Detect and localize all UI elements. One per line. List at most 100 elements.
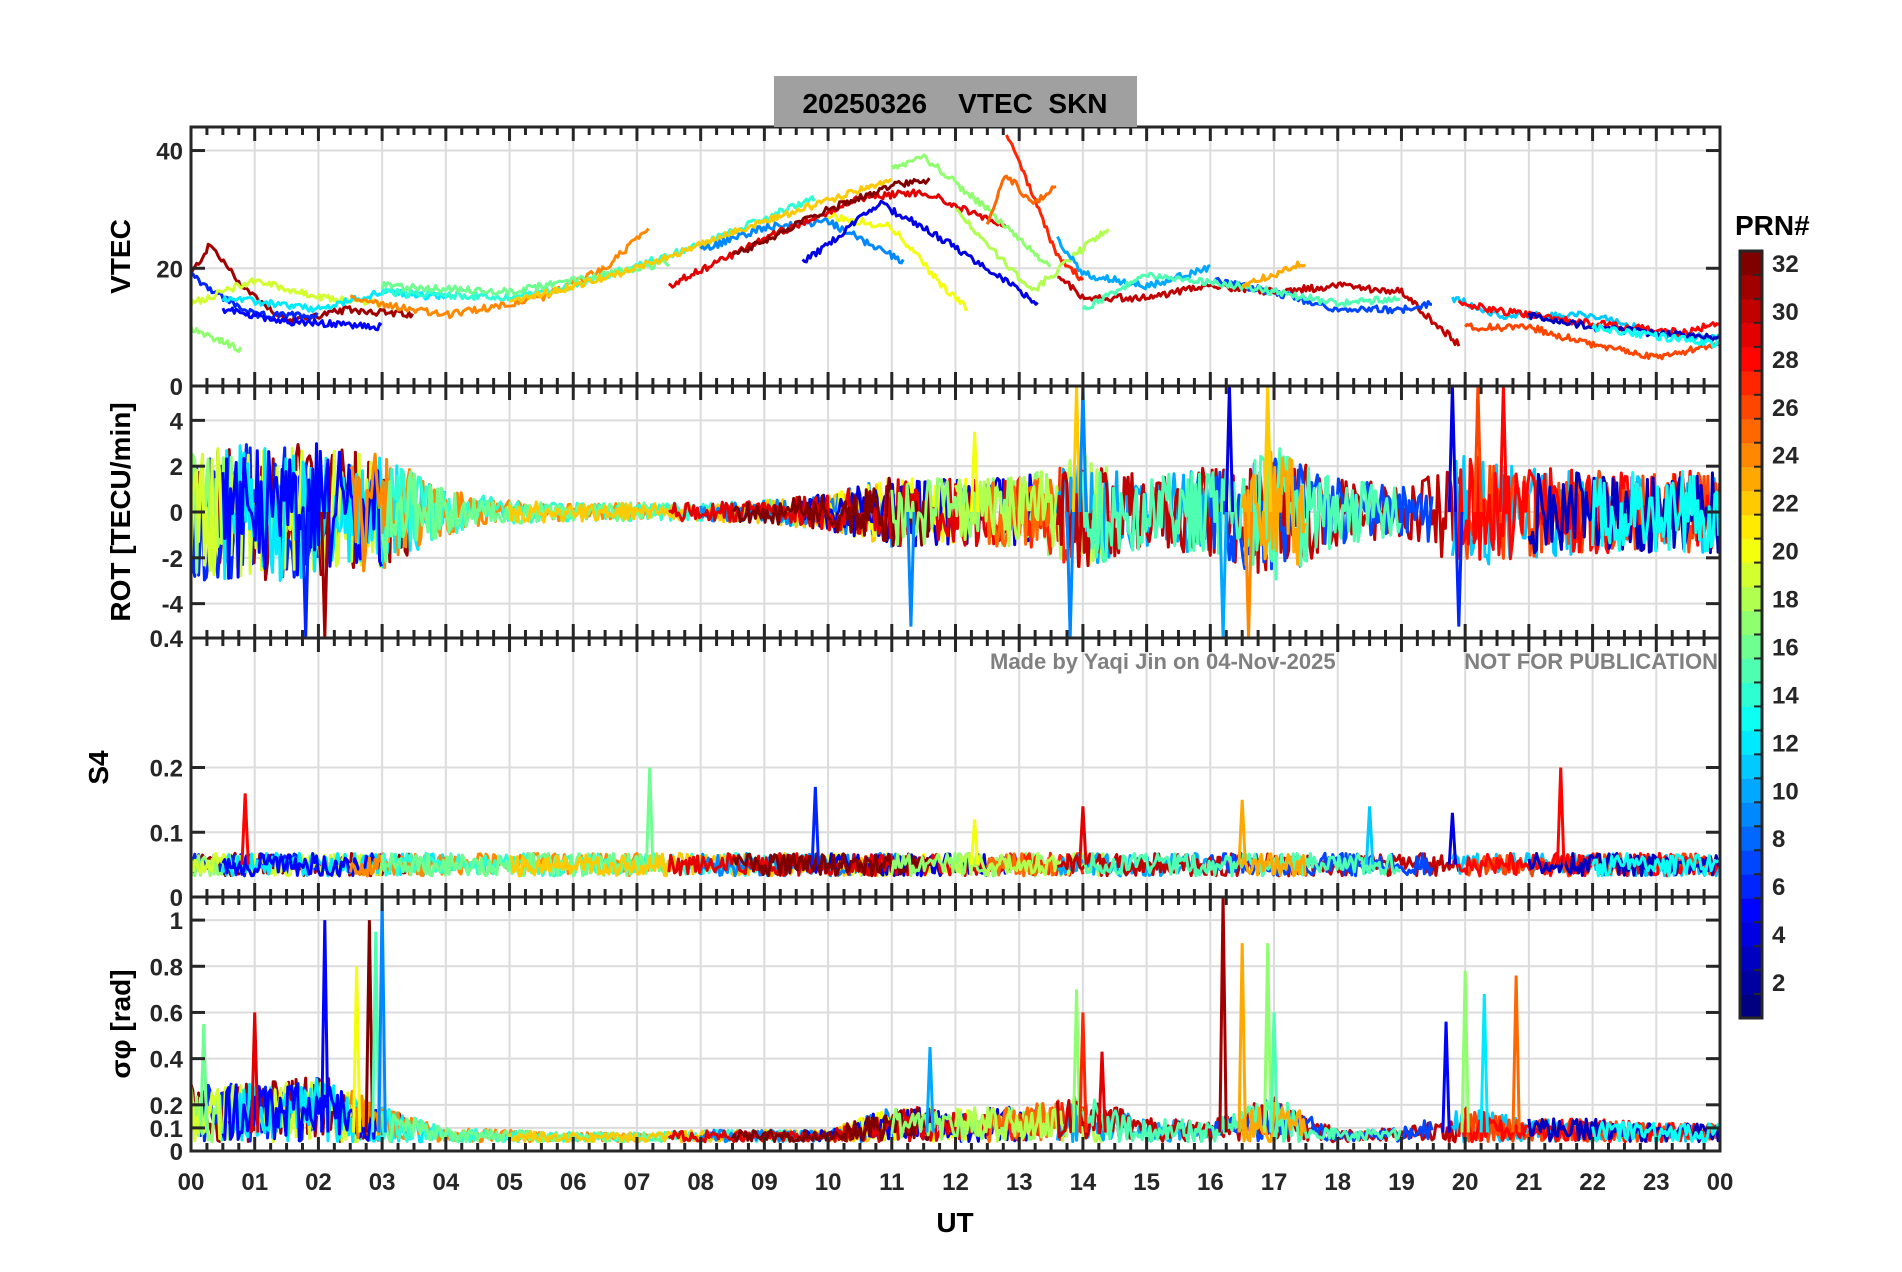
sigma-spike bbox=[371, 931, 381, 1133]
panel-frame-sigma bbox=[189, 895, 1722, 1153]
x-tick-label: 23 bbox=[1643, 1169, 1670, 1196]
s4-trace-prn29 bbox=[667, 851, 1006, 877]
x-tick-label: 10 bbox=[815, 1169, 842, 1196]
s4-spike bbox=[1237, 799, 1247, 865]
colorbar-segment-prn15 bbox=[1740, 658, 1762, 683]
vtec-trace-prn23 bbox=[1241, 260, 1307, 288]
vtec-trace-prn5 bbox=[221, 306, 383, 332]
x-tick-label: 11 bbox=[879, 1169, 904, 1196]
colorbar-segment-prn7 bbox=[1740, 850, 1762, 875]
vtec-trace-prn13 bbox=[1591, 323, 1720, 349]
colorbar-tick-label: 10 bbox=[1772, 778, 1799, 805]
x-axis-label: UT bbox=[936, 1207, 973, 1238]
x-tick-label: 15 bbox=[1133, 1169, 1160, 1196]
colorbar-segment-prn29 bbox=[1740, 322, 1762, 348]
y-tick-label: 0.4 bbox=[150, 626, 184, 653]
vtec-trace-prn4 bbox=[801, 199, 1039, 306]
colorbar-segment-prn11 bbox=[1740, 754, 1762, 779]
sigma-trace-prn15 bbox=[1081, 1097, 1402, 1144]
colorbar-segment-prn13 bbox=[1740, 706, 1762, 731]
colorbar-label: PRN# bbox=[1735, 210, 1810, 241]
vtec-trace-prn24 bbox=[349, 227, 650, 320]
rot-trace-prn13 bbox=[1591, 470, 1721, 553]
colorbar-tick-label: 4 bbox=[1772, 922, 1786, 949]
sigma-spike bbox=[199, 1023, 209, 1133]
colorbar-tick-label: 32 bbox=[1772, 251, 1799, 278]
vtec-trace-prn25 bbox=[985, 174, 1057, 225]
colorbar-segment-prn26 bbox=[1740, 394, 1762, 420]
colorbar-segment-prn27 bbox=[1740, 370, 1762, 396]
sigma-spike bbox=[1441, 1021, 1451, 1133]
y-axis-label-s4: S4 bbox=[83, 750, 114, 785]
sigma-spike bbox=[1269, 1012, 1279, 1133]
watermark-notice: NOT FOR PUBLICATION bbox=[1464, 649, 1718, 674]
x-tick-label: 13 bbox=[1006, 1169, 1033, 1196]
s4-trace-prn15 bbox=[1081, 851, 1401, 878]
sigma-spike bbox=[364, 920, 375, 1133]
colorbar-segment-prn31 bbox=[1740, 274, 1762, 300]
colorbar-segment-prn14 bbox=[1740, 682, 1762, 707]
vtec-trace-prn32 bbox=[732, 177, 931, 256]
vtec-trace-prn17 bbox=[890, 153, 1052, 268]
y-tick-label: 0.8 bbox=[150, 954, 183, 981]
y-tick-label: 0.2 bbox=[150, 756, 183, 783]
y-axis-label-vtec: VTEC bbox=[105, 219, 136, 294]
colorbar-tick-label: 6 bbox=[1772, 874, 1785, 901]
y-tick-label: 0.1 bbox=[150, 1116, 183, 1143]
sigma-spike bbox=[1237, 943, 1247, 1133]
rot-spike bbox=[906, 511, 916, 627]
x-tick-label: 16 bbox=[1197, 1169, 1224, 1196]
sigma-spike bbox=[1078, 1012, 1088, 1133]
x-tick-label: 12 bbox=[942, 1169, 969, 1196]
colorbar-tick-label: 16 bbox=[1772, 634, 1799, 661]
y-tick-label: 40 bbox=[156, 139, 183, 166]
colorbar-segment-prn24 bbox=[1740, 442, 1762, 468]
colorbar-segment-prn20 bbox=[1740, 538, 1762, 564]
y-axis-label-sigma: σφ [rad] bbox=[105, 969, 136, 1078]
colorbar-tick-label: 28 bbox=[1772, 347, 1799, 374]
colorbar-tick-label: 2 bbox=[1772, 970, 1785, 997]
colorbar-segment-prn18 bbox=[1740, 586, 1762, 612]
s4-trace-prn23 bbox=[1240, 852, 1307, 878]
colorbar-segment-prn5 bbox=[1740, 898, 1762, 923]
colorbar-tick-label: 26 bbox=[1772, 395, 1799, 422]
y-tick-label: 4 bbox=[170, 408, 184, 435]
colorbar-segment-prn12 bbox=[1740, 730, 1762, 755]
colorbar-segment-prn8 bbox=[1740, 826, 1762, 851]
sigma-spike bbox=[351, 966, 362, 1133]
colorbar-segment-prn2 bbox=[1740, 970, 1762, 995]
colorbar-segment-prn3 bbox=[1740, 946, 1762, 971]
y-tick-label: 0.1 bbox=[150, 820, 183, 847]
colorbar-tick-label: 22 bbox=[1772, 491, 1799, 518]
x-tick-label: 21 bbox=[1516, 1169, 1543, 1196]
colorbar-segment-prn4 bbox=[1740, 922, 1762, 947]
colorbar-tick-label: 18 bbox=[1772, 587, 1799, 614]
colorbar-segment-prn21 bbox=[1740, 514, 1762, 540]
x-tick-label: 18 bbox=[1324, 1169, 1351, 1196]
sigma-spike bbox=[1479, 993, 1489, 1133]
colorbar-tick-label: 14 bbox=[1772, 682, 1799, 709]
s4-trace-prn5 bbox=[221, 852, 383, 878]
s4-spike bbox=[1078, 806, 1088, 865]
colorbar-segment-prn6 bbox=[1740, 874, 1762, 899]
s4-spike bbox=[969, 819, 980, 865]
x-tick-label: 05 bbox=[496, 1169, 523, 1196]
colorbar-segment-prn30 bbox=[1740, 298, 1762, 324]
vtec-trace-prn6 bbox=[190, 271, 319, 321]
vtec-trace-prn16 bbox=[380, 258, 670, 296]
sigma-spike bbox=[925, 1047, 935, 1133]
title-box bbox=[774, 76, 1137, 127]
x-tick-label: 00 bbox=[178, 1169, 205, 1196]
colorbar-segment-prn17 bbox=[1740, 610, 1762, 635]
y-tick-label: 0 bbox=[170, 885, 183, 912]
x-tick-label: 08 bbox=[687, 1169, 714, 1196]
sigma-spike bbox=[1071, 989, 1082, 1133]
x-tick-label: 04 bbox=[432, 1169, 459, 1196]
vtec-trace-prn26 bbox=[1464, 322, 1720, 361]
y-tick-label: 0.2 bbox=[150, 1093, 183, 1120]
vtec-trace-prn27 bbox=[1005, 134, 1085, 282]
sigma-spike bbox=[1097, 1051, 1107, 1133]
